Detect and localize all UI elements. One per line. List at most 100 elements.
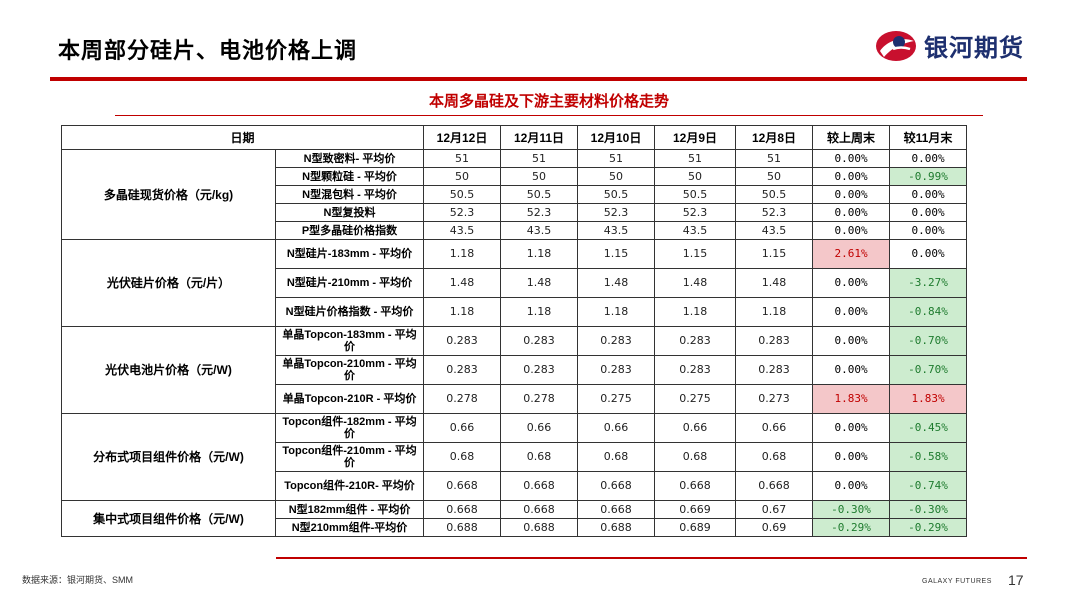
price-cell: 0.283 [500,355,579,385]
week-change-cell: 0.00% [812,149,891,168]
price-cell: 43.5 [654,221,737,240]
table-title: 本周多晶硅及下游主要材料价格走势 [428,93,669,110]
week-change-cell: 0.00% [812,326,891,356]
price-cell: 1.48 [654,268,737,298]
group-label: 光伏电池片价格（元/W) [61,326,276,414]
month-change-cell: 0.00% [889,221,968,240]
month-change-cell: 0.00% [889,203,968,222]
column-header: 12月9日 [654,125,737,150]
price-cell: 0.669 [654,500,737,519]
price-cell: 1.18 [654,297,737,327]
price-cell: 0.668 [500,500,579,519]
price-cell: 50.5 [423,185,502,204]
month-change-cell: 0.00% [889,239,968,269]
price-cell: 0.668 [577,500,656,519]
group-label: 光伏硅片价格（元/片） [61,239,276,327]
item-label: N型颗粒硅 - 平均价 [274,167,425,186]
week-change-cell: 0.00% [812,471,891,501]
column-header: 较11月末 [889,125,968,150]
column-header-date: 日期 [60,125,425,150]
table-row: 光伏硅片价格（元/片） N型硅片-183mm - 平均价 1.18 1.18 1.15 1… [61,239,968,327]
price-cell: 0.66 [500,413,579,443]
item-label: P型多晶硅价格指数 [274,221,425,240]
price-cell: 0.66 [735,413,814,443]
brand-english-name: GALAXY FUTURES [922,578,992,585]
footer-divider [276,557,1027,559]
group-label: 分布式项目组件价格（元/W) [61,413,276,501]
column-header: 12月8日 [735,125,814,150]
price-cell: 0.278 [500,384,579,414]
week-change-cell: 0.00% [812,297,891,327]
price-cell: 0.668 [423,500,502,519]
price-cell: 0.68 [735,442,814,472]
week-change-cell: 0.00% [812,221,891,240]
price-cell: 43.5 [500,221,579,240]
item-label: 单晶Topcon-183mm - 平均价 [274,326,425,356]
table-title-divider [115,115,983,116]
price-cell: 0.66 [577,413,656,443]
price-cell: 1.18 [735,297,814,327]
price-cell: 50 [500,167,579,186]
month-change-cell: -0.70% [889,326,968,356]
price-cell: 0.283 [577,326,656,356]
month-change-cell: -0.30% [889,500,968,519]
table-row: N型硅片价格指数 - 平均价 1.18 1.18 1.18 1.18 1.18 0.00% -… [62,297,968,327]
galaxy-logo-icon [876,30,916,61]
week-change-cell: -0.29% [812,518,891,537]
price-cell: 0.66 [654,413,737,443]
price-cell: 0.68 [500,442,579,472]
price-cell: 0.275 [577,384,656,414]
week-change-cell: 1.83% [812,384,891,414]
item-label: N型182mm组件 - 平均价 [274,500,425,519]
price-cell: 51 [423,149,502,168]
price-cell: 50.5 [654,185,737,204]
price-cell: 52.3 [654,203,737,222]
month-change-cell: -0.45% [889,413,968,443]
column-header: 12月10日 [577,125,656,150]
table-row: N型210mm组件-平均价 0.688 0.688 0.688 0.689 0.69 -0.… [62,518,968,537]
month-change-cell: 0.00% [889,185,968,204]
column-header: 12月12日 [423,125,502,150]
price-cell: 51 [654,149,737,168]
price-cell: 0.688 [500,518,579,537]
price-cell: 0.68 [577,442,656,472]
price-cell: 51 [500,149,579,168]
price-cell: 0.283 [577,355,656,385]
price-cell: 0.273 [735,384,814,414]
item-label: N型复投料 [274,203,425,222]
price-cell: 43.5 [423,221,502,240]
price-cell: 52.3 [735,203,814,222]
price-cell: 50.5 [577,185,656,204]
week-change-cell: 0.00% [812,185,891,204]
week-change-cell: 2.61% [812,239,891,269]
table-row: 集中式项目组件价格（元/W) N型182mm组件 - 平均价 0.668 0.668 0… [61,500,968,537]
week-change-cell: 0.00% [812,442,891,472]
price-cell: 0.283 [735,355,814,385]
price-cell: 50.5 [735,185,814,204]
item-label: N型硅片-210mm - 平均价 [274,268,425,298]
month-change-cell: -0.29% [889,518,968,537]
item-label: N型硅片价格指数 - 平均价 [274,297,425,327]
price-cell: 1.18 [500,239,579,269]
price-cell: 50 [654,167,737,186]
month-change-cell: 1.83% [889,384,968,414]
price-cell: 0.283 [654,326,737,356]
item-label: Topcon组件-210mm - 平均价 [274,442,425,472]
price-cell: 43.5 [735,221,814,240]
month-change-cell: -0.99% [889,167,968,186]
price-cell: 1.18 [423,239,502,269]
price-cell: 0.66 [423,413,502,443]
table-header-row: 日期 12月12日 12月11日 12月10日 12月9日 12月8日 较上周末… [60,125,968,150]
price-cell: 50 [423,167,502,186]
group-label: 多晶硅现货价格（元/kg) [61,149,276,240]
page-title: 本周部分硅片、电池价格上调 [58,38,358,63]
price-cell: 52.3 [500,203,579,222]
column-header: 较上周末 [812,125,891,150]
data-source: 数据来源：银河期货、SMM [22,575,133,585]
item-label: N型混包料 - 平均价 [274,185,425,204]
price-cell: 50.5 [500,185,579,204]
item-label: 单晶Topcon-210mm - 平均价 [274,355,425,385]
price-cell: 0.668 [500,471,579,501]
month-change-cell: -0.84% [889,297,968,327]
price-cell: 0.68 [654,442,737,472]
